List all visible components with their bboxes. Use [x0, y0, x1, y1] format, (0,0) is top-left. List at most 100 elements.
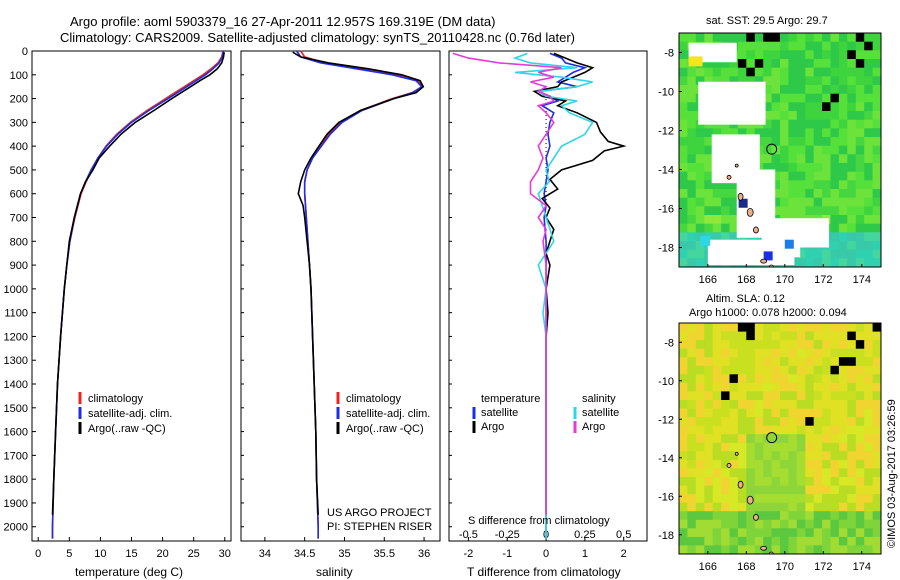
map-cell — [872, 154, 881, 164]
map-cell — [746, 382, 756, 393]
map-cell — [763, 67, 773, 77]
map-cell — [796, 536, 806, 547]
map-cell — [838, 451, 848, 461]
cool-cell — [763, 251, 773, 261]
map-cell — [805, 85, 815, 95]
map-cell — [805, 357, 815, 367]
x-tick-label: -2 — [464, 548, 474, 560]
map-cell — [813, 528, 823, 538]
map-cell — [763, 528, 773, 538]
map-cell — [687, 434, 697, 444]
map-cell — [805, 154, 815, 164]
map-cell — [872, 511, 881, 521]
map-cell — [763, 41, 773, 51]
map-cell — [788, 76, 798, 86]
map-cell — [847, 128, 857, 138]
map-cell — [712, 374, 722, 384]
map-cell — [813, 258, 823, 267]
map-cell — [704, 536, 714, 547]
map-cell — [679, 76, 688, 86]
map-cell — [796, 434, 806, 444]
map-cell — [712, 223, 722, 233]
map-cell — [729, 417, 739, 427]
map-cell — [872, 145, 881, 155]
map-cell — [796, 197, 806, 207]
map-cell — [872, 128, 881, 138]
map-cell — [855, 451, 865, 461]
depth-tick-label: 900 — [10, 260, 28, 272]
map-cell — [855, 197, 865, 207]
map-cell — [679, 137, 688, 147]
map-cell — [872, 189, 881, 199]
map-cell — [813, 41, 823, 51]
legend-label-satellite: satellite-adj. clim. — [88, 408, 172, 420]
map-cell — [695, 128, 705, 138]
map-cell — [695, 417, 705, 427]
map-cell — [695, 391, 705, 401]
map-cell — [679, 340, 688, 350]
map-cell — [788, 451, 798, 461]
map-cell — [679, 232, 688, 242]
map-cell — [771, 357, 781, 367]
map-cell — [805, 442, 815, 452]
map-cell — [704, 223, 714, 233]
map-cell — [788, 171, 798, 181]
map-cell — [847, 348, 857, 358]
map-cell — [679, 494, 688, 504]
map-cell — [746, 128, 756, 138]
map-cell — [729, 197, 739, 207]
map-cell — [721, 206, 731, 216]
map-cell — [679, 348, 688, 358]
map-cell — [805, 41, 815, 51]
map-cell — [822, 197, 832, 207]
map-cell — [679, 502, 688, 512]
map-cell — [695, 494, 705, 504]
map-cell — [712, 442, 722, 452]
map-cell — [855, 485, 865, 495]
map-cell — [704, 485, 714, 495]
map-cell — [754, 528, 764, 538]
salinity-diff-axis-label: S difference from climatology — [468, 515, 610, 527]
map-cell — [737, 50, 747, 60]
map-cell — [695, 451, 705, 461]
map-cell — [780, 163, 789, 173]
map-cell — [838, 128, 848, 138]
map-cell — [763, 137, 773, 147]
map-cell — [813, 33, 823, 43]
map-cell — [813, 93, 823, 103]
map-cell — [847, 145, 857, 155]
map-cell — [788, 137, 798, 147]
map-cell — [687, 241, 697, 251]
map-cell — [855, 189, 865, 199]
map-cell — [864, 102, 874, 112]
map-cell — [864, 67, 874, 77]
map-cell — [838, 502, 848, 512]
map-cell — [763, 485, 773, 495]
map-cell — [780, 391, 789, 401]
map-cell — [729, 67, 739, 77]
map-cell — [864, 485, 874, 495]
map-cell — [822, 145, 832, 155]
map-cell — [695, 519, 705, 529]
map-cell — [763, 425, 773, 435]
map-cell — [830, 545, 840, 554]
map-cell — [679, 189, 688, 199]
map-cell — [687, 197, 697, 207]
map-cell — [847, 76, 857, 86]
map-cell — [805, 249, 815, 259]
depth-tick-label: 1600 — [4, 427, 28, 439]
map-cell — [721, 434, 731, 444]
map-cell — [704, 348, 714, 358]
map-cell — [813, 519, 823, 529]
map-cell — [788, 400, 798, 410]
map-cell — [780, 374, 789, 384]
map-cell — [771, 323, 781, 333]
map-cell — [830, 111, 840, 121]
map-cell — [763, 477, 773, 487]
map-cell — [721, 382, 731, 393]
map-cell — [805, 425, 815, 435]
map-cell — [864, 434, 874, 444]
map-cell — [855, 391, 865, 401]
map-cell — [822, 258, 832, 267]
